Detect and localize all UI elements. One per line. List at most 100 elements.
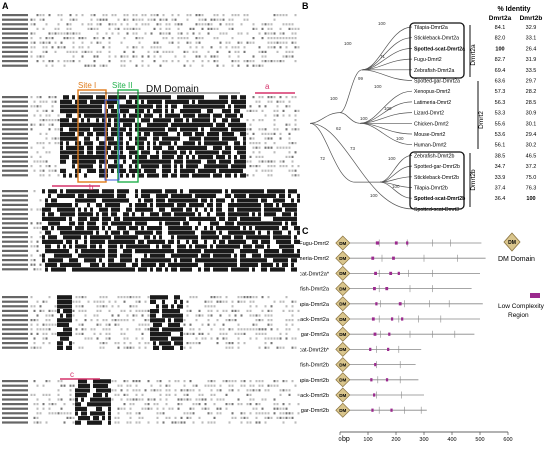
- alignment-cell: [165, 249, 168, 254]
- alignment-cell: [111, 203, 114, 208]
- alignment-cell: [285, 323, 288, 326]
- alignment-cell: [249, 337, 252, 340]
- alignment-cell: [129, 235, 132, 240]
- alignment-cell: [36, 421, 39, 424]
- alignment-cell: [288, 216, 291, 221]
- alignment-cell: [267, 221, 270, 226]
- alignment-cell: [225, 258, 228, 263]
- alignment-cell: [276, 258, 279, 263]
- alignment-species-label: [2, 346, 28, 349]
- alignment-cell: [117, 27, 120, 30]
- alignment-cell: [288, 244, 291, 249]
- alignment-cell: [75, 168, 78, 173]
- alignment-cell: [150, 226, 153, 231]
- alignment-cell: [153, 159, 156, 164]
- alignment-cell: [213, 193, 216, 198]
- alignment-cell: [174, 164, 177, 169]
- alignment-cell: [81, 50, 84, 53]
- alignment-cell: [120, 132, 123, 137]
- alignment-cell: [66, 27, 69, 30]
- alignment-cell: [204, 258, 207, 263]
- alignment-cell: [183, 168, 186, 173]
- alignment-cell: [129, 253, 132, 258]
- alignment-cell: [66, 295, 69, 300]
- alignment-cell: [285, 50, 288, 53]
- alignment-cell: [189, 41, 192, 44]
- alignment-cell: [141, 226, 144, 231]
- alignment-cell: [39, 105, 42, 108]
- alignment-cell: [63, 336, 66, 341]
- alignment-cell: [132, 346, 135, 349]
- alignment-cell: [108, 420, 111, 425]
- alignment-cell: [66, 262, 69, 267]
- alignment-cell: [129, 118, 132, 123]
- alignment-cell: [258, 226, 261, 231]
- alignment-cell: [219, 249, 222, 254]
- alignment-cell: [72, 262, 75, 267]
- alignment-cell: [267, 32, 270, 35]
- alignment-cell: [180, 416, 183, 419]
- alignment-cell: [66, 132, 69, 137]
- alignment-cell: [63, 173, 66, 178]
- alignment-cell: [60, 136, 63, 141]
- alignment-cell: [45, 160, 48, 163]
- alignment-cell: [174, 221, 177, 226]
- alignment-cell: [39, 114, 42, 117]
- alignment-cell: [210, 380, 213, 383]
- alignment-cell: [267, 169, 270, 172]
- alignment-cell: [105, 32, 108, 35]
- alignment-cell: [102, 46, 105, 49]
- alignment-cell: [78, 193, 81, 198]
- alignment-cell: [45, 249, 48, 254]
- alignment-cell: [66, 235, 69, 240]
- alignment-cell: [150, 262, 153, 267]
- alignment-cell: [219, 23, 222, 26]
- identity-dmrt2b-value: 26.4: [526, 46, 537, 52]
- alignment-cell: [264, 235, 267, 240]
- alignment-cell: [228, 249, 231, 254]
- alignment-cell: [231, 99, 234, 104]
- alignment-cell: [291, 305, 294, 308]
- alignment-cell: [135, 230, 138, 235]
- alignment-cell: [51, 123, 54, 126]
- alignment-cell: [288, 207, 291, 212]
- alignment-cell: [42, 253, 45, 258]
- alignment-cell: [177, 132, 180, 137]
- alignment-cell: [171, 313, 174, 318]
- alignment-cell: [165, 203, 168, 208]
- alignment-cell: [216, 407, 219, 410]
- alignment-cell: [186, 164, 189, 169]
- alignment-cell: [186, 226, 189, 231]
- alignment-cell: [138, 155, 141, 160]
- alignment-cell: [240, 230, 243, 235]
- alignment-cell: [126, 221, 129, 226]
- alignment-cell: [105, 198, 108, 203]
- alignment-cell: [294, 267, 297, 272]
- dm-domain-marker: [335, 311, 351, 327]
- legend: DM DM Domain Low Complexity Region: [498, 232, 545, 319]
- alignment-cell: [213, 403, 216, 406]
- alignment-cell: [186, 412, 189, 415]
- alignment-cell: [225, 403, 228, 406]
- alignment-cell: [243, 342, 246, 345]
- alignment-cell: [141, 55, 144, 58]
- alignment-cell: [153, 168, 156, 173]
- alignment-cell: [138, 141, 141, 146]
- alignment-cell: [195, 136, 198, 141]
- alignment-cell: [177, 249, 180, 254]
- alignment-cell: [93, 235, 96, 240]
- alignment-cell: [51, 46, 54, 49]
- alignment-cell: [129, 249, 132, 254]
- alignment-cell: [180, 109, 183, 114]
- tree-branch: [379, 165, 413, 183]
- alignment-cell: [264, 314, 267, 317]
- alignment-cell: [162, 155, 165, 160]
- alignment-cell: [105, 14, 108, 17]
- alignment-cell: [288, 193, 291, 198]
- alignment-cell: [99, 141, 102, 146]
- alignment-cell: [186, 198, 189, 203]
- alignment-cell: [66, 104, 69, 109]
- alignment-cell: [51, 169, 54, 172]
- identity-dmrt2a-value: 36.4: [495, 196, 506, 202]
- alignment-cell: [69, 37, 72, 40]
